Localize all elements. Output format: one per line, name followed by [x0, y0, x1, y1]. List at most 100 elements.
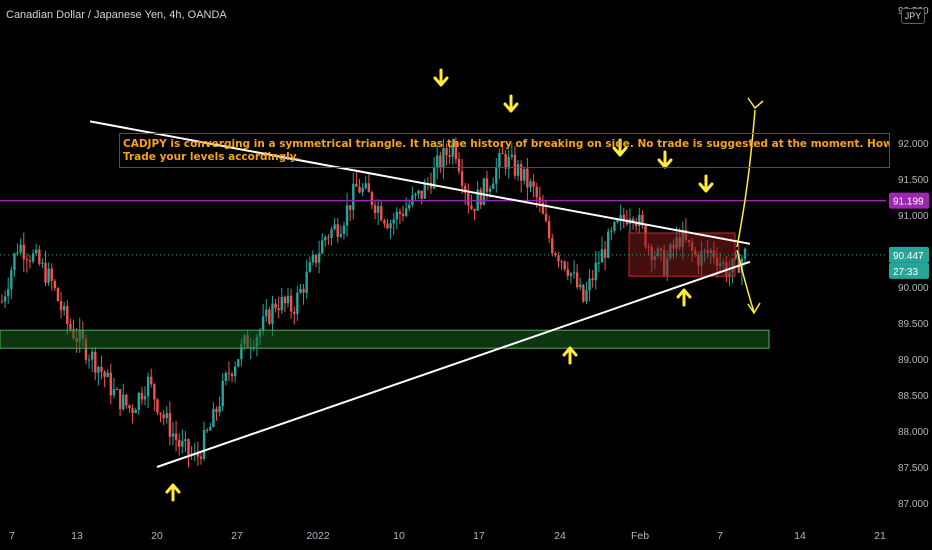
- candle-body: [321, 240, 324, 254]
- candle-body: [532, 181, 535, 187]
- currency-badge[interactable]: JPY: [901, 8, 925, 24]
- candle-body: [159, 412, 162, 415]
- candle-body: [740, 258, 744, 273]
- candle-body: [59, 301, 63, 311]
- candle-body: [66, 306, 69, 325]
- candle-body: [224, 372, 228, 381]
- candle-body: [641, 214, 644, 226]
- candle-body: [97, 366, 100, 373]
- candle-body: [464, 185, 467, 193]
- candle-body: [215, 408, 218, 413]
- candle-body: [327, 237, 330, 239]
- candle-body: [423, 183, 426, 199]
- candle-body: [308, 262, 311, 272]
- candle-body: [7, 288, 10, 297]
- text-annotation[interactable]: CADJPY is converging in a symmetrical tr…: [119, 133, 890, 168]
- breakout-down-path[interactable]: [736, 249, 755, 313]
- candle-body: [0, 301, 4, 303]
- candle-body: [293, 311, 296, 314]
- candle-body: [473, 208, 476, 211]
- annotation-line-2: Trade your levels accordingly.: [123, 151, 300, 163]
- candle-body: [610, 230, 613, 232]
- candle-body: [153, 384, 156, 400]
- candle-body: [613, 222, 616, 231]
- candle-body: [470, 205, 473, 209]
- candle-body: [311, 254, 315, 263]
- y-tick-label: 91.500: [898, 175, 929, 186]
- candle-body: [597, 262, 601, 264]
- candle-body: [417, 190, 420, 194]
- candle-body: [56, 288, 60, 302]
- arrow-up-marker: [165, 483, 181, 502]
- candle-body: [150, 376, 153, 385]
- zones: [0, 232, 770, 349]
- candle-body: [333, 224, 336, 230]
- x-tick-label: 17: [473, 530, 485, 542]
- candle-body: [218, 406, 221, 413]
- candle-body: [445, 148, 448, 156]
- candle-body: [485, 178, 489, 192]
- candle-body: [230, 373, 234, 376]
- candle-body: [529, 181, 532, 188]
- arrow-down-marker: [503, 94, 519, 113]
- x-tick-label: 20: [151, 530, 163, 542]
- chart-title: Canadian Dollar / Japanese Yen, 4h, OAND…: [6, 9, 227, 21]
- candle-body: [324, 237, 327, 241]
- candle-body: [178, 439, 181, 447]
- demand-zone[interactable]: [0, 329, 770, 349]
- breakout-up-arrowhead: [747, 97, 764, 110]
- candle-body: [271, 303, 274, 324]
- candle-body: [376, 206, 380, 213]
- candle-body: [607, 231, 610, 258]
- y-tick-label: 87.500: [898, 463, 929, 474]
- candle-body: [10, 270, 13, 289]
- breakout-up-path[interactable]: [736, 109, 756, 248]
- last-price-badge: 90.447: [893, 251, 924, 262]
- candle-body: [523, 168, 526, 181]
- candle-body: [491, 183, 495, 189]
- candle-body: [743, 248, 747, 259]
- candle-body: [389, 223, 392, 229]
- candle-body: [305, 271, 308, 293]
- triangle-upper-line[interactable]: [89, 120, 751, 245]
- candle-body: [420, 190, 423, 199]
- triangle-lower-line[interactable]: [156, 260, 751, 468]
- candle-body: [519, 164, 523, 181]
- candle-body: [280, 297, 283, 311]
- x-tick-label: 14: [794, 530, 806, 542]
- candle-body: [339, 233, 343, 237]
- candle-body: [302, 288, 305, 293]
- candle-body: [361, 187, 364, 193]
- x-tick-label: 10: [393, 530, 405, 542]
- range-box[interactable]: [628, 232, 736, 277]
- candle-body: [395, 211, 399, 220]
- candle-body: [551, 238, 554, 254]
- candle-body: [414, 193, 417, 196]
- candle-body: [535, 186, 538, 198]
- candle-body: [205, 430, 209, 432]
- candle-body: [734, 254, 737, 259]
- candle-body: [516, 164, 520, 176]
- candle-body: [199, 456, 203, 459]
- candle-body: [504, 153, 507, 169]
- candle-body: [479, 189, 482, 206]
- candle-body: [28, 260, 32, 262]
- candle-body: [370, 192, 374, 206]
- candle-body: [544, 213, 548, 222]
- candle-body: [90, 351, 94, 360]
- candle-body: [560, 261, 563, 263]
- trend-lines: [0, 97, 886, 468]
- candle-body: [118, 389, 122, 410]
- candle-body: [125, 394, 128, 406]
- annotation-line-1: CADJPY is converging in a symmetrical tr…: [123, 138, 889, 150]
- candle-body: [196, 453, 200, 457]
- y-tick-label: 87.000: [898, 499, 929, 510]
- candle-body: [348, 205, 352, 210]
- x-tick-label: 24: [554, 530, 566, 542]
- candle-body: [165, 413, 168, 419]
- candle-body: [342, 225, 346, 234]
- candle-body: [554, 253, 557, 256]
- candle-body: [442, 148, 445, 168]
- candle-body: [541, 202, 545, 214]
